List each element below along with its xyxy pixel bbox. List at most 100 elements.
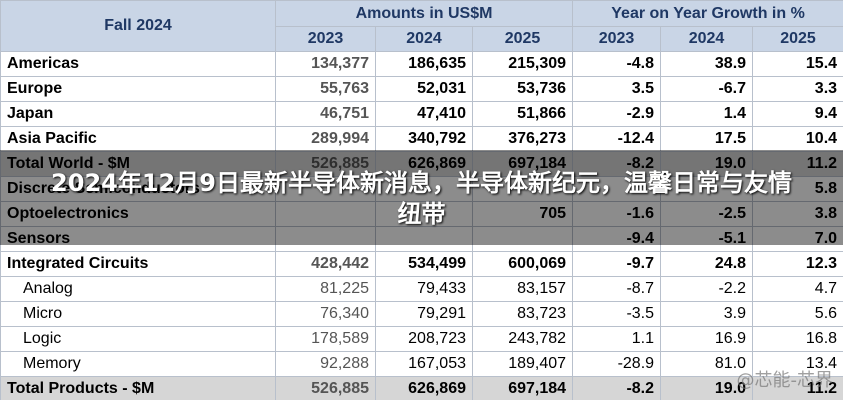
cell: 189,407 [471,351,574,377]
cell: 167,053 [375,351,473,377]
overlay-band [0,150,843,245]
cell: -8.7 [572,276,662,302]
cell: 626,869 [375,151,473,177]
year-header: 2024 [375,26,473,52]
cell: 3.9 [660,301,754,327]
table-body: Americas 134,377 186,635 215,309 -4.8 38.9 15.… [0,51,843,400]
row-label: Total World - $M [0,151,276,177]
cell: -3.5 [572,301,662,327]
table-row: Asia Pacific 289,994 340,792 376,273 -12.4 17… [0,126,843,152]
cell: 47,410 [375,101,473,127]
cell: 208,723 [375,326,473,352]
cell: 53,736 [471,76,574,102]
cell: 19.0 [660,376,754,400]
cell: 46,751 [275,101,376,127]
cell: 186,635 [375,51,473,77]
cell [375,176,473,202]
cell: 215,309 [471,51,574,77]
cell: 134,377 [275,51,376,77]
cell: -2.9 [572,101,662,127]
cell: 1.1 [572,326,662,352]
cell: 289,994 [275,126,376,152]
row-label: Micro [0,301,276,327]
cell: 5.8 [752,176,843,202]
cell: 51,866 [471,101,574,127]
cell: 178,589 [275,326,376,352]
cell: -4.8 [572,51,662,77]
cell: 52,031 [375,76,473,102]
cell: 81,225 [275,276,376,302]
cell: 92,288 [275,351,376,377]
cell: 7.0 [752,226,843,252]
table-row: Total Products - $M 526,885 626,869 697,184… [0,376,843,400]
cell: -6.7 [660,76,754,102]
cell: 697,184 [471,376,574,400]
table-row: Logic 178,589 208,723 243,782 1.1 16.9 16.8 [0,326,843,352]
group-header: Amounts in US$M [274,0,574,27]
table-row: Discrete Semiconductors 5.8 [0,176,843,202]
cell: 534,499 [375,251,473,277]
table-row: Micro 76,340 79,291 83,723 -3.5 3.9 5.6 [0,301,843,327]
cell: -2.2 [660,276,754,302]
year-row: 2023 2024 2025 2023 2024 2025 [1,26,843,52]
cell: 428,442 [275,251,376,277]
row-label: Americas [0,51,276,77]
cell: 79,291 [375,301,473,327]
year-header: 2024 [660,26,754,52]
cell: 76,340 [275,301,376,327]
table-row: Integrated Circuits 428,442 534,499 600,069… [0,251,843,277]
cell: -2.5 [660,201,754,227]
year-header: 2025 [752,26,843,52]
cell: 600,069 [471,251,574,277]
cell [471,226,574,252]
cell: 1.4 [660,101,754,127]
row-label: Asia Pacific [0,126,276,152]
cell: 526,885 [275,376,376,400]
cell: -9.7 [572,251,662,277]
cell: 15.4 [752,51,843,77]
cell [471,176,574,202]
cell: -8.2 [572,376,662,400]
year-header: 2023 [572,26,662,52]
cell: 526,885 [275,151,376,177]
cell: 3.3 [752,76,843,102]
cell: 5.6 [752,301,843,327]
cell: 83,157 [471,276,574,302]
cell: -28.9 [572,351,662,377]
cell: 83,723 [471,301,574,327]
cell: 9.4 [752,101,843,127]
watermark: @芯能-芯界 [736,370,834,391]
cell: 19.0 [660,151,754,177]
group-header: Year on Year Growth in % [572,0,843,27]
cell: 81.0 [660,351,754,377]
table-row: Analog 81,225 79,433 83,157 -8.7 -2.2 4.7 [0,276,843,302]
table-row: Sensors -9.4 -5.1 7.0 [0,226,843,252]
row-label: Europe [0,76,276,102]
cell: 12.3 [752,251,843,277]
year-header: 2023 [275,26,376,52]
cell: 376,273 [471,126,574,152]
table-row: Japan 46,751 47,410 51,866 -2.9 1.4 9.4 [0,101,843,127]
cell: 79,433 [375,276,473,302]
cell: 626,869 [375,376,473,400]
cell: 4.7 [752,276,843,302]
table-row: Americas 134,377 186,635 215,309 -4.8 38.9 15.… [0,51,843,77]
cell: 24.8 [660,251,754,277]
cell: 55,763 [275,76,376,102]
table-row: Europe 55,763 52,031 53,736 3.5 -6.7 3.3 [0,76,843,102]
cell: 38.9 [660,51,754,77]
row-label: Logic [0,326,276,352]
cell: 16.9 [660,326,754,352]
cell: 16.8 [752,326,843,352]
cell: 3.5 [572,76,662,102]
row-label: Integrated Circuits [0,251,276,277]
row-label: Japan [0,101,276,127]
table-row: Memory 92,288 167,053 189,407 -28.9 81.0 13.4 [0,351,843,377]
cell: 11.2 [752,376,843,400]
table-title: Fall 2024 [0,0,276,52]
cell: 17.5 [660,126,754,152]
cell: 243,782 [471,326,574,352]
cell: 13.4 [752,351,843,377]
row-label: Memory [0,351,276,377]
